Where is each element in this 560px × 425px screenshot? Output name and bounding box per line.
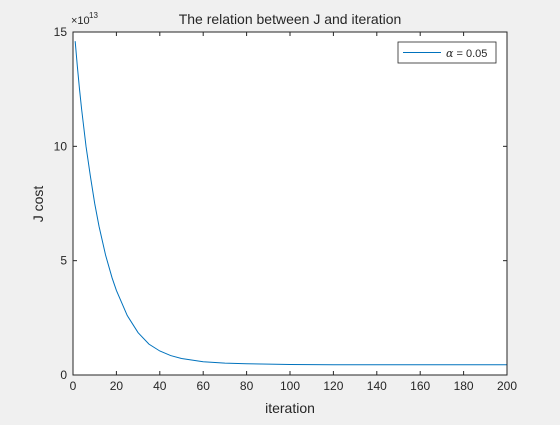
x-axis-label: iteration — [265, 400, 315, 416]
x-tick-label: 100 — [280, 379, 300, 393]
legend: α = 0.05 — [397, 41, 497, 64]
x-tick-label: 140 — [367, 379, 387, 393]
x-tick-label: 180 — [454, 379, 474, 393]
x-tick-label: 0 — [70, 379, 77, 393]
y-axis-label: J cost — [30, 186, 46, 223]
y-tick-label: 10 — [54, 139, 68, 153]
axes-box — [72, 31, 508, 376]
series-line — [74, 41, 507, 366]
chart-title: The relation between J and iteration — [179, 11, 402, 27]
plot-area — [73, 32, 507, 375]
x-tick-label: 200 — [497, 379, 517, 393]
legend-symbol: α — [446, 47, 454, 60]
x-tick-label: 120 — [323, 379, 343, 393]
x-tick-label: 80 — [240, 379, 254, 393]
x-tick-label: 20 — [110, 379, 124, 393]
y-tick-label: 15 — [54, 25, 68, 39]
legend-box — [397, 41, 497, 64]
exponent-power: 13 — [89, 11, 98, 20]
legend-label: α = 0.05 — [446, 47, 487, 60]
y-tick-label: 0 — [60, 368, 67, 382]
y-tick-label: 5 — [60, 254, 67, 268]
exponent-base: ×10 — [71, 15, 90, 27]
legend-text: = 0.05 — [453, 48, 487, 60]
x-tick-label: 160 — [410, 379, 430, 393]
x-tick-label: 40 — [153, 379, 167, 393]
x-tick-label: 60 — [197, 379, 211, 393]
